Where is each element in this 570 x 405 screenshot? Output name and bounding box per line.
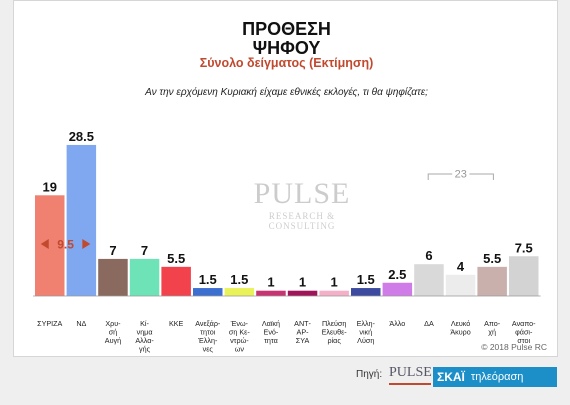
category-label: ΑΡ- xyxy=(297,328,310,337)
category-label: ση Κε- xyxy=(229,328,250,337)
category-label: στοι xyxy=(517,336,530,345)
category-label: Ανεξάρ- xyxy=(195,319,221,328)
bar xyxy=(477,266,507,296)
bar-value-label: 2.5 xyxy=(388,267,406,282)
gap-annotation-label: 9.5 xyxy=(57,238,74,252)
category-label: ΔΑ xyxy=(424,319,434,328)
skai-channel: τηλεόραση xyxy=(470,371,524,383)
category-label: Ενό- xyxy=(264,328,279,337)
category-label: Κί- xyxy=(140,319,149,328)
category-label: νική xyxy=(359,328,372,337)
pulse-logo: PULSE xyxy=(389,363,432,385)
bar xyxy=(161,266,191,296)
bar xyxy=(193,288,223,296)
category-label: Αυγή xyxy=(105,336,121,345)
pulse-watermark: PULSE RESEARCH & CONSULTING xyxy=(242,177,362,232)
category-label: Αλλα- xyxy=(135,336,154,345)
bar xyxy=(382,282,413,296)
source-label: Πηγή: xyxy=(356,369,383,380)
bar xyxy=(66,144,97,296)
category-label: Ελλη- xyxy=(357,319,376,328)
group-bracket-left xyxy=(427,173,453,180)
bar xyxy=(129,258,160,296)
gap-arrow-left xyxy=(40,239,49,249)
bar-value-label: 7 xyxy=(109,243,116,258)
category-label: ΣΥΡΙΖΑ xyxy=(37,319,62,328)
bar-value-label: 1 xyxy=(331,275,338,290)
category-label: ΣΥΑ xyxy=(296,336,310,345)
category-label: τητα xyxy=(264,336,278,345)
watermark-main-text: PULSE xyxy=(253,177,351,210)
category-label: Άκυρο xyxy=(450,328,470,337)
survey-question: Αν την ερχόμενη Κυριακή είχαμε εθνικές ε… xyxy=(145,87,428,98)
bar-value-label: 1.5 xyxy=(230,272,248,287)
bar-value-label: 1 xyxy=(299,275,306,290)
group-annotation-label: 23 xyxy=(455,169,467,181)
category-label: νημα xyxy=(137,328,153,337)
category-label: Λαϊκή xyxy=(262,319,280,328)
bar-value-label: 1 xyxy=(267,275,274,290)
bar-value-label: 5.5 xyxy=(483,251,501,266)
chart-subtitle: Σύνολο δείγματος (Εκτίμηση) xyxy=(199,56,374,70)
bar-value-label: 5.5 xyxy=(167,251,185,266)
bar-value-label: 28.5 xyxy=(69,129,94,144)
category-label: ων xyxy=(235,345,245,354)
category-label: Χρυ- xyxy=(105,319,121,328)
category-label: Απο- xyxy=(484,319,501,328)
bar-value-label: 7 xyxy=(141,243,148,258)
chart-title: ΠΡΟΘΕΣΗ xyxy=(242,19,331,39)
category-label: Λύση xyxy=(357,336,374,345)
bar xyxy=(414,264,444,296)
bar xyxy=(224,288,255,296)
bar xyxy=(319,290,349,296)
category-label: νες xyxy=(203,345,214,354)
category-label: Έλλη- xyxy=(197,336,218,345)
bar xyxy=(256,290,286,296)
category-label: Πλεύση xyxy=(322,319,346,328)
bar xyxy=(287,290,318,296)
bar-value-label: 4 xyxy=(457,259,465,274)
gap-arrow-right xyxy=(82,239,91,249)
bar-value-label: 1.5 xyxy=(357,272,375,287)
bar-value-label: 1.5 xyxy=(199,272,217,287)
chart-card: ΠΡΟΘΕΣΗ ΨΗΦΟΥ Σύνολο δείγματος (Εκτίμηση… xyxy=(13,0,558,357)
category-label: Λευκό xyxy=(451,319,470,328)
category-label: γής xyxy=(139,345,151,354)
category-label: τητοι xyxy=(200,328,216,337)
group-bracket-right xyxy=(469,173,494,180)
category-label: Άλλο xyxy=(389,319,405,328)
skai-logo: ΣΚΑΪ τηλεόραση xyxy=(433,367,557,387)
bar-value-label: 6 xyxy=(425,248,432,263)
category-label: Αναπο- xyxy=(512,319,536,328)
bar xyxy=(351,288,381,296)
copyright-text: © 2018 Pulse RC xyxy=(481,342,547,352)
category-label: ΑΝΤ- xyxy=(294,319,311,328)
category-label: Ελευθε- xyxy=(322,328,348,337)
bar xyxy=(35,195,65,296)
bar-value-label: 19 xyxy=(43,179,57,194)
category-label: σή xyxy=(109,328,117,337)
category-label: χή xyxy=(488,328,496,337)
category-label: ΝΔ xyxy=(76,319,86,328)
bar xyxy=(98,258,128,296)
category-label: ρίας xyxy=(327,336,341,345)
category-label: ΚΚΕ xyxy=(169,319,184,328)
skai-brand: ΣΚΑΪ xyxy=(437,370,465,384)
bar xyxy=(509,256,539,296)
watermark-sub-text: RESEARCH & CONSULTING xyxy=(268,211,336,231)
category-label: φάσι- xyxy=(515,328,533,337)
bar xyxy=(445,274,476,296)
category-label: ντρώ- xyxy=(230,336,249,345)
chart-title-line-2: ΨΗΦΟΥ xyxy=(252,38,321,58)
bar-value-label: 7.5 xyxy=(515,240,533,255)
category-label: Ένω- xyxy=(230,319,249,328)
